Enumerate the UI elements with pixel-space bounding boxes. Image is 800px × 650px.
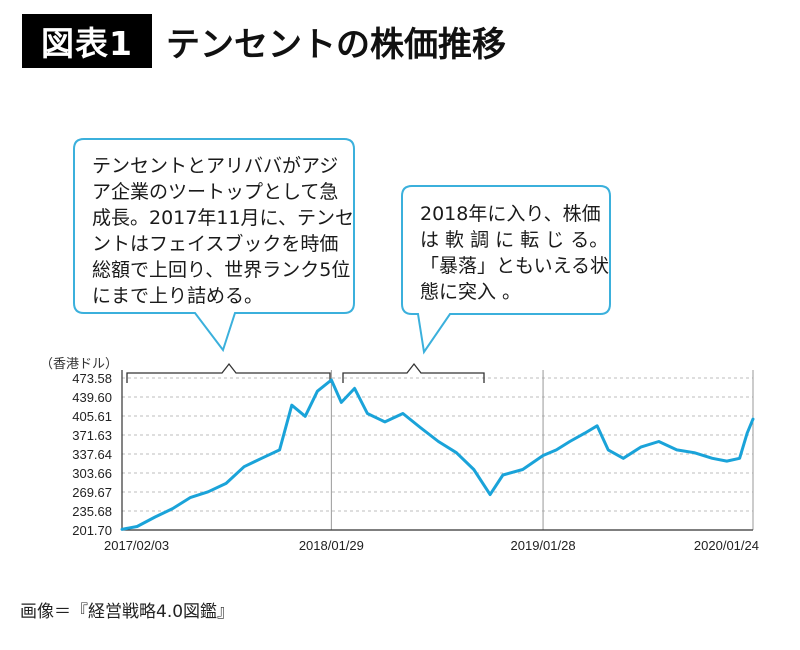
callout-box-2 xyxy=(401,185,611,355)
callout-layer xyxy=(73,138,611,355)
callout-box-1 xyxy=(73,138,355,353)
y-tick-label: 201.70 xyxy=(72,523,112,538)
bracket-2017 xyxy=(126,362,331,383)
y-tick-label: 473.58 xyxy=(72,371,112,386)
y-tick-label: 269.67 xyxy=(72,485,112,500)
axis-layer xyxy=(121,370,753,531)
x-tick-label: 2017/02/03 xyxy=(104,538,169,553)
callout-text-1: テンセントとアリババがアジ ア企業のツートップとして急 成長。2017年11月に… xyxy=(92,155,354,307)
y-tick-label: 439.60 xyxy=(72,390,112,405)
tick-layer: 473.58 439.60 405.61 371.63 337.64 303.66 269.… xyxy=(72,371,759,553)
chart-title: テンセントの株価推移 xyxy=(166,24,506,65)
callout-text-2: 2018年に入り、株価 は 軟 調 に 転 じ る。 「暴落」ともいえる状 態に… xyxy=(420,203,610,303)
y-axis-unit-label: （香港ドル） xyxy=(40,357,119,372)
price-line xyxy=(120,378,755,531)
y-tick-label: 235.68 xyxy=(72,504,112,519)
x-tick-label: 2018/01/29 xyxy=(299,538,364,553)
x-tick-label: 2019/01/28 xyxy=(511,538,576,553)
y-tick-label: 405.61 xyxy=(72,409,112,424)
bracket-2018 xyxy=(342,362,485,383)
x-tick-label: 2020/01/24 xyxy=(694,538,759,553)
bracket-layer xyxy=(126,362,485,383)
y-tick-label: 371.63 xyxy=(72,428,112,443)
source-credit: 画像＝『経営戦略4.0図鑑』 xyxy=(20,602,235,622)
figure-badge: 図表1 xyxy=(22,14,152,68)
grid-layer xyxy=(122,370,754,530)
y-tick-label: 303.66 xyxy=(72,466,112,481)
y-tick-label: 337.64 xyxy=(72,447,112,462)
